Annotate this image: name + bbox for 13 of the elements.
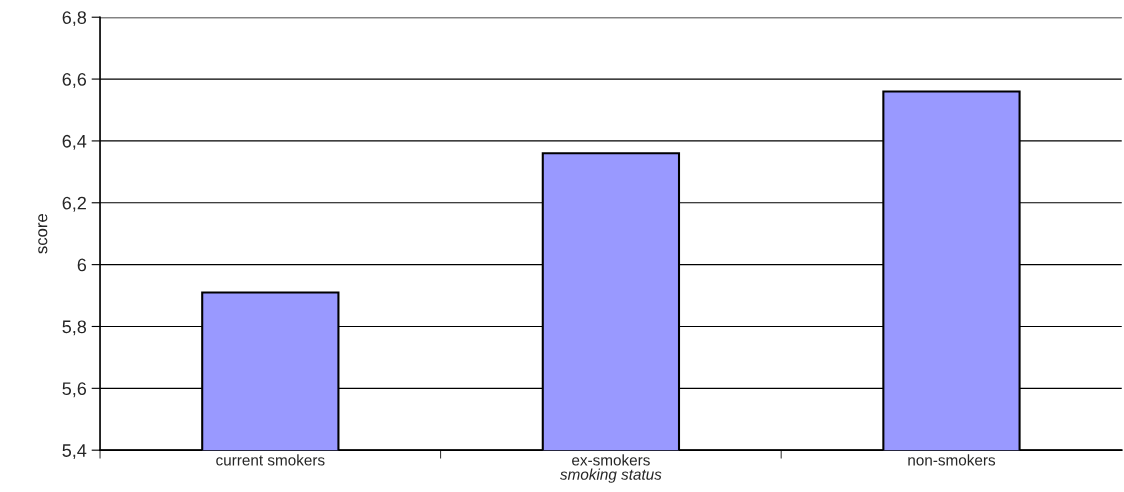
x-axis-title: smoking status [559, 468, 662, 483]
x-tick-label: ex-smokers [572, 454, 650, 466]
x-tick-label: non-smokers [908, 454, 996, 466]
y-tick-label: 6 [77, 258, 87, 272]
y-tick-label: 5,4 [62, 444, 87, 460]
y-tick-label: 6,4 [62, 134, 87, 150]
y-tick-label: 6,8 [62, 11, 87, 27]
y-tick-label: 6,6 [62, 73, 87, 88]
y-tick-label: 6,2 [62, 196, 86, 212]
y-tick-label: 5,8 [62, 320, 87, 336]
y-axis-title: score [38, 214, 48, 254]
x-tick-label: current smokers [216, 454, 325, 466]
y-tick-label: 5,6 [62, 382, 87, 398]
